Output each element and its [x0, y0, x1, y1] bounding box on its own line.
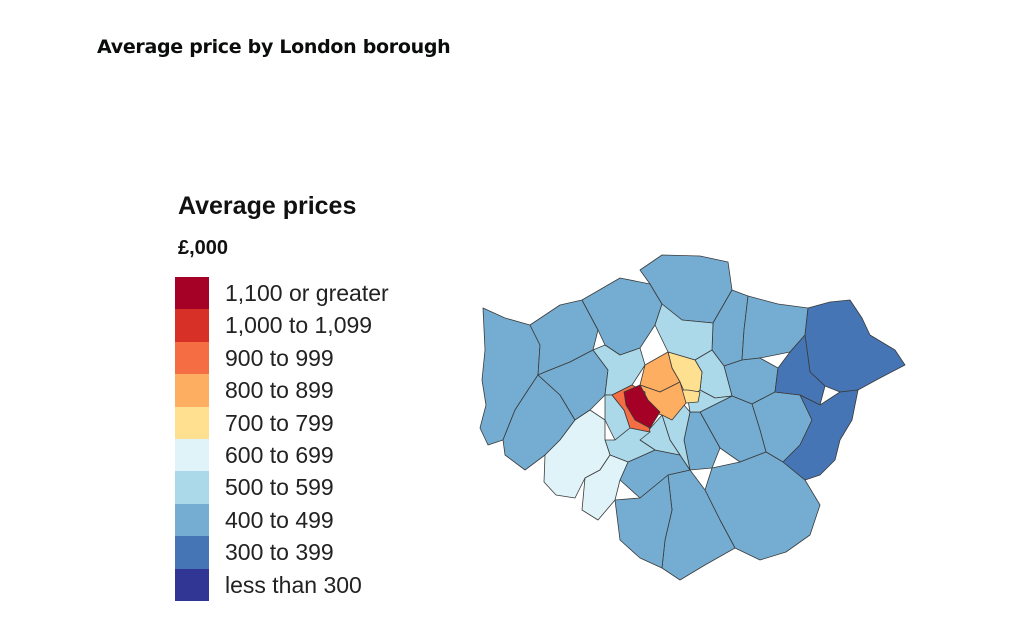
legend-item: 1,000 to 1,099 — [175, 309, 435, 342]
borough-brent — [592, 344, 646, 396]
legend-swatch — [175, 406, 209, 439]
legend-swatch — [175, 438, 209, 472]
legend-swatch — [175, 341, 209, 375]
legend-label: 1,100 or greater — [225, 280, 389, 306]
legend-item: 600 to 699 — [175, 438, 435, 472]
legend-label: 400 to 499 — [225, 506, 334, 533]
borough-havering — [804, 299, 906, 393]
legend-label: 1,000 to 1,099 — [225, 312, 373, 339]
borough-barking-dagenham — [774, 334, 826, 406]
legend-unit: £,000 — [178, 237, 229, 259]
borough-greenwich — [699, 395, 767, 463]
borough-bexley-east — [782, 389, 859, 481]
legend-item: 900 to 999 — [175, 341, 435, 375]
legend-label: less than 300 — [225, 571, 362, 598]
legend-swatch — [175, 471, 209, 504]
legend-swatch — [175, 503, 209, 537]
legend-swatch — [175, 568, 209, 601]
legend-swatch — [175, 374, 209, 407]
legend-swatch — [175, 536, 209, 569]
legend-item: 300 to 399 — [175, 536, 435, 569]
legend-swatch — [175, 277, 209, 310]
legend-item: 500 to 599 — [175, 471, 435, 504]
legend-label: 700 to 799 — [225, 409, 334, 436]
legend-title: Average prices — [178, 192, 357, 220]
legend-items: 1,100 or greater 1,000 to 1,099 900 to 999… — [175, 277, 435, 601]
legend-label: 300 to 399 — [225, 539, 334, 566]
legend-item: 700 to 799 — [175, 406, 435, 439]
borough-kingston — [581, 454, 629, 521]
legend-item: 1,100 or greater — [175, 277, 435, 310]
legend-label: 900 to 999 — [225, 344, 334, 371]
borough-kensington-chelsea — [623, 384, 661, 429]
legend-item: less than 300 — [175, 568, 435, 601]
legend-swatch — [175, 309, 209, 342]
legend-item: 400 to 499 — [175, 503, 435, 537]
london-borough-map — [479, 254, 906, 581]
legend-label: 600 to 699 — [225, 441, 334, 468]
legend-label: 800 to 899 — [225, 377, 334, 404]
legend-item: 800 to 899 — [175, 374, 435, 407]
page-title: Average price by London borough — [97, 36, 451, 58]
legend-label: 500 to 599 — [225, 474, 334, 501]
